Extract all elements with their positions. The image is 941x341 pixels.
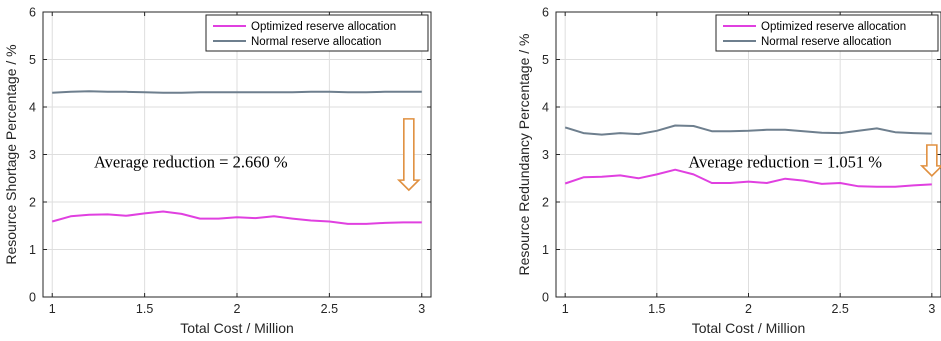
x-tick-label: 1: [49, 302, 56, 316]
x-tick-label: 2.5: [321, 302, 338, 316]
down-arrow-icon: [396, 118, 421, 192]
y-tick-label: 4: [29, 101, 36, 115]
y-tick-label: 0: [29, 291, 36, 305]
y-tick-label: 3: [542, 148, 549, 162]
y-tick-label: 2: [542, 196, 549, 210]
series-line-2: [564, 124, 932, 136]
series-line-2: [52, 90, 422, 94]
y-tick-label: 6: [542, 6, 549, 20]
y-tick-label: 1: [29, 243, 36, 257]
x-tick-label: 2: [234, 302, 241, 316]
y-tick-label: 6: [29, 6, 36, 20]
legend-label-1: Optimized reserve allocation: [761, 21, 906, 33]
y-tick-label: 4: [542, 101, 549, 115]
y-tick-label: 5: [29, 53, 36, 67]
x-tick-label: 2: [745, 302, 752, 316]
x-tick-label: 2.5: [831, 302, 848, 316]
legend: Optimized reserve allocation Normal reser…: [715, 14, 939, 52]
y-axis-label: Resource Shortage Percentage / %: [3, 44, 19, 264]
x-tick-label: 1.5: [648, 302, 665, 316]
legend-box: [205, 14, 429, 52]
y-tick-label: 1: [542, 243, 549, 257]
series-line-1: [564, 168, 932, 188]
series-line-1: [51, 210, 422, 225]
x-tick-label: 1: [562, 302, 569, 316]
y-tick-label: 3: [29, 148, 36, 162]
annotation-text: Average reduction = 2.660 %: [94, 153, 288, 172]
x-tick-label: 1.5: [136, 302, 153, 316]
legend-box: [715, 14, 939, 52]
x-axis-label: Total Cost / Million: [180, 320, 294, 336]
y-tick-label: 0: [542, 291, 549, 305]
x-tick-label: 3: [928, 302, 935, 316]
down-arrow-icon: [919, 144, 941, 178]
x-axis-label: Total Cost / Million: [692, 320, 806, 336]
x-tick-label: 3: [418, 302, 425, 316]
legend-label-1: Optimized reserve allocation: [251, 21, 396, 33]
y-tick-label: 2: [29, 196, 36, 210]
y-axis-label: Resource Redundancy Percentage / %: [516, 33, 532, 275]
annotation-text: Average reduction = 1.051 %: [688, 153, 882, 172]
legend-label-2: Normal reserve allocation: [251, 36, 381, 48]
legend: Optimized reserve allocation Normal reser…: [205, 14, 429, 52]
y-tick-label: 5: [542, 53, 549, 67]
legend-label-2: Normal reserve allocation: [761, 36, 891, 48]
